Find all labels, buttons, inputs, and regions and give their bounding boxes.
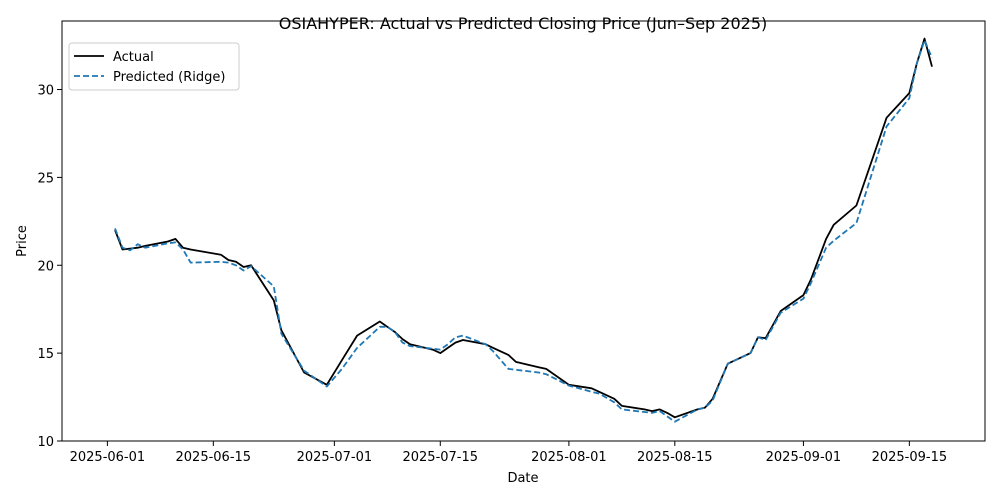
x-tick-label-4: 2025-08-01 — [531, 450, 607, 465]
y-axis-label: Price — [15, 225, 30, 257]
x-tick-label-6: 2025-09-01 — [766, 450, 842, 465]
x-axis: 2025-06-01 2025-06-15 2025-07-01 2025-07-15… — [70, 441, 948, 465]
x-tick-label-1: 2025-06-15 — [176, 450, 252, 465]
series-line-1 — [114, 39, 933, 423]
x-tick-label-3: 2025-07-15 — [402, 450, 478, 465]
chart-title: OSIAHYPER: Actual vs Predicted Closing P… — [279, 14, 768, 33]
y-tick-label-4: 30 — [37, 84, 54, 99]
series-layer — [114, 37, 933, 423]
x-tick-label-0: 2025-06-01 — [70, 450, 146, 465]
y-tick-label-2: 20 — [37, 259, 54, 274]
legend: Actual Predicted (Ridge) — [68, 42, 240, 91]
x-tick-label-5: 2025-08-15 — [637, 450, 713, 465]
plot-frame — [61, 20, 986, 442]
series-line-0 — [114, 37, 933, 419]
y-tick-label-0: 10 — [37, 435, 54, 450]
y-axis: 10 15 20 25 30 — [37, 84, 62, 450]
y-tick-label-3: 25 — [37, 171, 54, 186]
legend-predicted-label: Predicted (Ridge) — [113, 70, 225, 85]
x-axis-label: Date — [507, 471, 538, 486]
legend-box — [68, 42, 240, 91]
x-tick-label-7: 2025-09-15 — [872, 450, 948, 465]
legend-actual-label: Actual — [113, 50, 154, 65]
y-tick-label-1: 15 — [37, 347, 54, 362]
x-tick-label-2: 2025-07-01 — [297, 450, 373, 465]
